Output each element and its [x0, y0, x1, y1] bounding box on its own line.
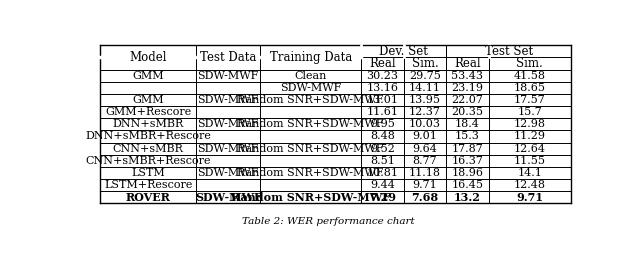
Text: Test Data: Test Data	[200, 51, 257, 64]
Text: 53.43: 53.43	[451, 71, 483, 81]
Text: ROVER: ROVER	[125, 192, 171, 203]
Text: Random SNR+SDW-MWF: Random SNR+SDW-MWF	[231, 192, 390, 203]
Text: 29.75: 29.75	[409, 71, 441, 81]
Text: 17.57: 17.57	[514, 95, 546, 105]
Text: SDW-MWF: SDW-MWF	[280, 83, 341, 93]
Text: 23.19: 23.19	[451, 83, 483, 93]
Text: Test Set: Test Set	[484, 45, 532, 58]
Text: 10.03: 10.03	[409, 119, 441, 129]
Text: CNN+sMBR: CNN+sMBR	[113, 144, 184, 154]
Text: 18.96: 18.96	[451, 168, 483, 178]
Text: 17.87: 17.87	[451, 144, 483, 154]
Text: 9.71: 9.71	[413, 180, 437, 190]
Text: LSTM: LSTM	[131, 168, 165, 178]
Text: SDW-MWF: SDW-MWF	[198, 71, 259, 81]
Text: 9.71: 9.71	[516, 192, 543, 203]
Text: 8.51: 8.51	[370, 156, 395, 166]
Text: DNN+sMBR: DNN+sMBR	[113, 119, 184, 129]
Text: 13.01: 13.01	[367, 95, 399, 105]
Text: 13.16: 13.16	[367, 83, 399, 93]
Text: Clean: Clean	[294, 71, 327, 81]
Text: 18.4: 18.4	[455, 119, 480, 129]
Text: 11.29: 11.29	[514, 132, 546, 141]
Text: 41.58: 41.58	[514, 71, 546, 81]
Text: SDW-MWF: SDW-MWF	[198, 144, 259, 154]
Text: 11.18: 11.18	[409, 168, 441, 178]
Text: SDW-MWF: SDW-MWF	[198, 95, 259, 105]
Text: SDW-MWF: SDW-MWF	[195, 192, 262, 203]
Text: Model: Model	[129, 51, 167, 64]
Text: DNN+sMBR+Rescore: DNN+sMBR+Rescore	[85, 132, 211, 141]
Text: 9.95: 9.95	[370, 119, 395, 129]
Text: Random SNR+SDW-MWF: Random SNR+SDW-MWF	[237, 119, 384, 129]
Text: SDW-MWF: SDW-MWF	[198, 119, 259, 129]
Text: Table 2: WER performance chart: Table 2: WER performance chart	[242, 217, 414, 226]
Text: CNN+sMBR+Rescore: CNN+sMBR+Rescore	[85, 156, 211, 166]
Text: 10.81: 10.81	[367, 168, 399, 178]
Text: GMM: GMM	[132, 71, 164, 81]
Text: Random SNR+SDW-MWF: Random SNR+SDW-MWF	[237, 168, 384, 178]
Text: 8.77: 8.77	[413, 156, 437, 166]
Text: Training Data: Training Data	[269, 51, 352, 64]
Text: 16.37: 16.37	[451, 156, 483, 166]
Text: 13.95: 13.95	[409, 95, 441, 105]
Text: Real: Real	[454, 57, 481, 70]
Text: 12.64: 12.64	[514, 144, 546, 154]
Text: 20.35: 20.35	[451, 107, 483, 117]
Text: Sim.: Sim.	[516, 57, 543, 70]
Text: 9.52: 9.52	[370, 144, 395, 154]
Text: 12.98: 12.98	[514, 119, 546, 129]
Text: 9.44: 9.44	[370, 180, 395, 190]
Text: 13.2: 13.2	[454, 192, 481, 203]
Text: 14.11: 14.11	[409, 83, 441, 93]
Text: 15.7: 15.7	[517, 107, 542, 117]
Text: Random SNR+SDW-MWF: Random SNR+SDW-MWF	[237, 95, 384, 105]
Text: 22.07: 22.07	[451, 95, 483, 105]
Text: 11.55: 11.55	[514, 156, 546, 166]
Text: SDW-MWF: SDW-MWF	[198, 168, 259, 178]
Text: 7.68: 7.68	[412, 192, 438, 203]
Text: 30.23: 30.23	[367, 71, 399, 81]
Text: Real: Real	[369, 57, 396, 70]
Text: 12.37: 12.37	[409, 107, 441, 117]
Text: 18.65: 18.65	[514, 83, 546, 93]
Text: 9.01: 9.01	[413, 132, 437, 141]
Text: Sim.: Sim.	[412, 57, 438, 70]
Text: 15.3: 15.3	[455, 132, 480, 141]
Text: GMM+Rescore: GMM+Rescore	[105, 107, 191, 117]
Text: 11.61: 11.61	[367, 107, 399, 117]
Text: LSTM+Rescore: LSTM+Rescore	[104, 180, 193, 190]
Text: 8.48: 8.48	[370, 132, 395, 141]
Text: 7.29: 7.29	[369, 192, 396, 203]
Text: 14.1: 14.1	[517, 168, 542, 178]
Text: 12.48: 12.48	[514, 180, 546, 190]
Text: GMM: GMM	[132, 95, 164, 105]
Text: 9.64: 9.64	[413, 144, 437, 154]
Text: 16.45: 16.45	[451, 180, 483, 190]
Text: Random SNR+SDW-MWF: Random SNR+SDW-MWF	[237, 144, 384, 154]
Text: Dev. Set: Dev. Set	[380, 45, 428, 58]
